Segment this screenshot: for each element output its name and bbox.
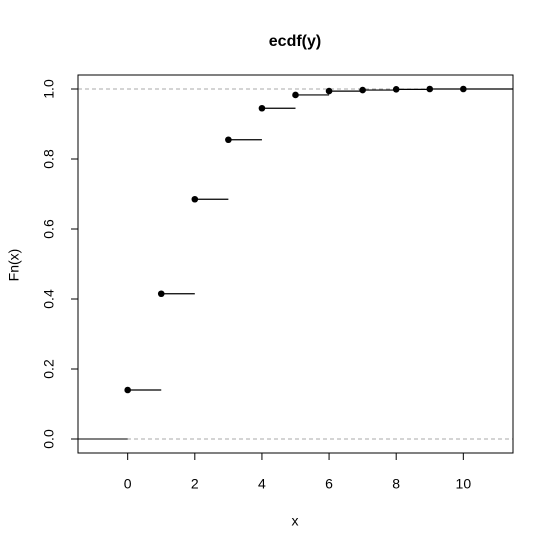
y-tick-label: 0.2 [41, 359, 57, 379]
step-point [124, 386, 131, 394]
step-point [225, 136, 232, 144]
y-tick-label: 0.8 [41, 149, 57, 169]
y-tick-label: 0.0 [41, 429, 57, 449]
x-axis-label: x [292, 513, 299, 529]
step-point [392, 86, 400, 93]
step-point [426, 85, 434, 93]
x-tick-label: 0 [124, 476, 132, 492]
step-point [325, 87, 333, 95]
step-point [191, 195, 199, 203]
step-point [292, 91, 299, 99]
y-tick-label: 0.4 [41, 289, 57, 309]
y-axis-label: Fn(x) [6, 249, 22, 282]
step-point [258, 104, 266, 112]
x-tick-label: 4 [258, 476, 266, 492]
step-point [460, 85, 467, 93]
step-point [359, 86, 366, 94]
chart-title: ecdf(y) [269, 33, 321, 50]
x-tick-label: 6 [325, 476, 333, 492]
x-tick-label: 10 [456, 476, 472, 492]
y-tick-label: 1.0 [41, 79, 57, 99]
step-point [157, 290, 165, 298]
x-tick-label: 8 [392, 476, 400, 492]
y-tick-label: 0.6 [41, 219, 57, 239]
x-tick-label: 2 [191, 476, 199, 492]
